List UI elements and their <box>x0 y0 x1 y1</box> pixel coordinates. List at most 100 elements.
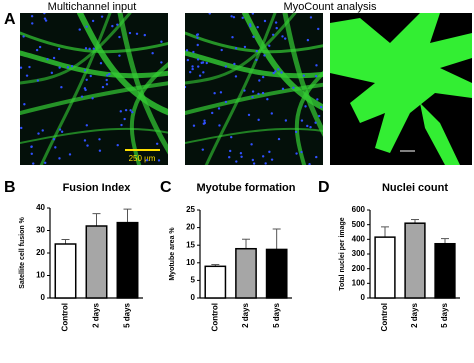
nucleus-dot <box>270 112 273 115</box>
nucleus-dot <box>123 117 126 121</box>
bar <box>116 221 139 299</box>
nucleus-dot <box>308 163 311 165</box>
nucleus-dot <box>98 149 102 152</box>
nucleus-dot <box>92 47 95 50</box>
nucleus-dot <box>257 92 260 96</box>
x-tick-label: 5 days <box>123 302 132 327</box>
nucleus-dot <box>241 16 244 20</box>
nucleus-dot <box>304 105 307 108</box>
nucleus-dot <box>196 36 199 39</box>
nucleus-dot <box>211 111 214 115</box>
nucleus-dot <box>252 162 256 165</box>
nucleus-dot <box>38 45 42 49</box>
bar <box>204 265 227 299</box>
nucleus-dot <box>195 33 199 37</box>
nucleus-dot <box>189 70 192 74</box>
nucleus-dot <box>58 157 61 160</box>
nucleus-dot <box>300 150 303 154</box>
y-tick-label: 0 <box>191 293 196 302</box>
nucleus-dot <box>302 74 305 77</box>
nucleus-dot <box>30 145 33 149</box>
nucleus-dot <box>52 56 56 60</box>
micrograph: 250 µm <box>20 13 170 168</box>
nucleus-dot <box>186 58 190 62</box>
nucleus-dot <box>234 75 238 78</box>
nucleus-dot <box>118 35 121 39</box>
nucleus-dot <box>239 152 243 155</box>
nucleus-dot <box>196 58 200 61</box>
nucleus-dot <box>80 95 84 98</box>
nucleus-dot <box>228 156 231 159</box>
nucleus-dot <box>261 91 265 95</box>
nucleus-dot <box>235 160 238 163</box>
x-tick-label: Control <box>61 303 70 331</box>
nucleus-dot <box>43 17 47 20</box>
y-tick-label: 100 <box>352 278 366 287</box>
nucleus-dot <box>91 19 95 23</box>
nucleus-dot <box>266 98 269 101</box>
y-tick-label: 500 <box>352 220 366 229</box>
nucleus-dot <box>314 74 318 78</box>
nucleus-dot <box>309 16 313 19</box>
y-axis-label: Myotube area % <box>169 227 176 281</box>
nucleus-dot <box>52 138 56 141</box>
nucleus-dot <box>274 21 278 24</box>
chart-title: Nuclei count <box>382 182 448 194</box>
nucleus-dot <box>284 119 288 122</box>
scale-bar-label: 250 µm <box>129 154 156 163</box>
nucleus-dot <box>202 71 205 74</box>
nucleus-dot <box>281 35 284 38</box>
nucleus-dot <box>85 25 88 28</box>
nucleus-dot <box>234 47 238 50</box>
nucleus-dot <box>280 71 283 74</box>
nucleus-dot <box>35 48 39 52</box>
nucleus-dot <box>191 67 194 71</box>
image-title: MyoCount analysis <box>284 1 377 13</box>
nucleus-dot <box>58 128 62 131</box>
nucleus-dot <box>292 86 295 89</box>
nucleus-dot <box>66 66 70 69</box>
chart-title: Fusion Index <box>63 182 132 194</box>
x-tick-label: Control <box>210 303 219 331</box>
nucleus-dot <box>85 124 89 127</box>
panel-label: A <box>4 11 16 28</box>
nucleus-dot <box>315 155 318 159</box>
nucleus-dot <box>91 97 94 100</box>
nucleus-dot <box>145 158 149 162</box>
nucleus-dot <box>274 70 277 73</box>
nucleus-dot <box>28 65 31 69</box>
nucleus-dot <box>192 50 195 54</box>
nucleus-dot <box>231 36 234 39</box>
nucleus-dot <box>208 13 211 15</box>
nucleus-dot <box>316 98 319 101</box>
nucleus-dot <box>203 121 207 125</box>
nucleus-dot <box>106 74 109 77</box>
nucleus-dot <box>44 19 48 22</box>
nucleus-dot <box>118 54 121 57</box>
nucleus-dot <box>309 125 312 129</box>
nucleus-dot <box>196 43 199 47</box>
y-tick-label: 0 <box>41 293 46 302</box>
nucleus-dot <box>258 79 261 82</box>
nucleus-dot <box>25 74 29 77</box>
nucleus-dot <box>83 87 87 90</box>
nucleus-dot <box>100 15 104 18</box>
nucleus-dot <box>217 107 221 110</box>
nucleus-dot <box>319 105 323 109</box>
nucleus-dot <box>44 161 47 165</box>
nucleus-dot <box>268 44 271 47</box>
x-tick-label: 2 days <box>241 302 250 327</box>
chart-title: Myotube formation <box>197 182 296 194</box>
nucleus-dot <box>263 19 267 23</box>
nucleus-dot <box>120 123 123 127</box>
y-tick-label: 5 <box>191 276 196 285</box>
bar <box>434 242 456 299</box>
nucleus-dot <box>314 121 317 124</box>
nucleus-dot <box>84 47 88 50</box>
nucleus-dot <box>198 74 202 77</box>
nucleus-dot <box>300 119 304 122</box>
nucleus-dot <box>268 150 271 154</box>
nucleus-dot <box>135 32 139 35</box>
y-axis-label: Satellite cell fusion % <box>19 216 26 288</box>
y-tick-label: 30 <box>36 226 45 235</box>
